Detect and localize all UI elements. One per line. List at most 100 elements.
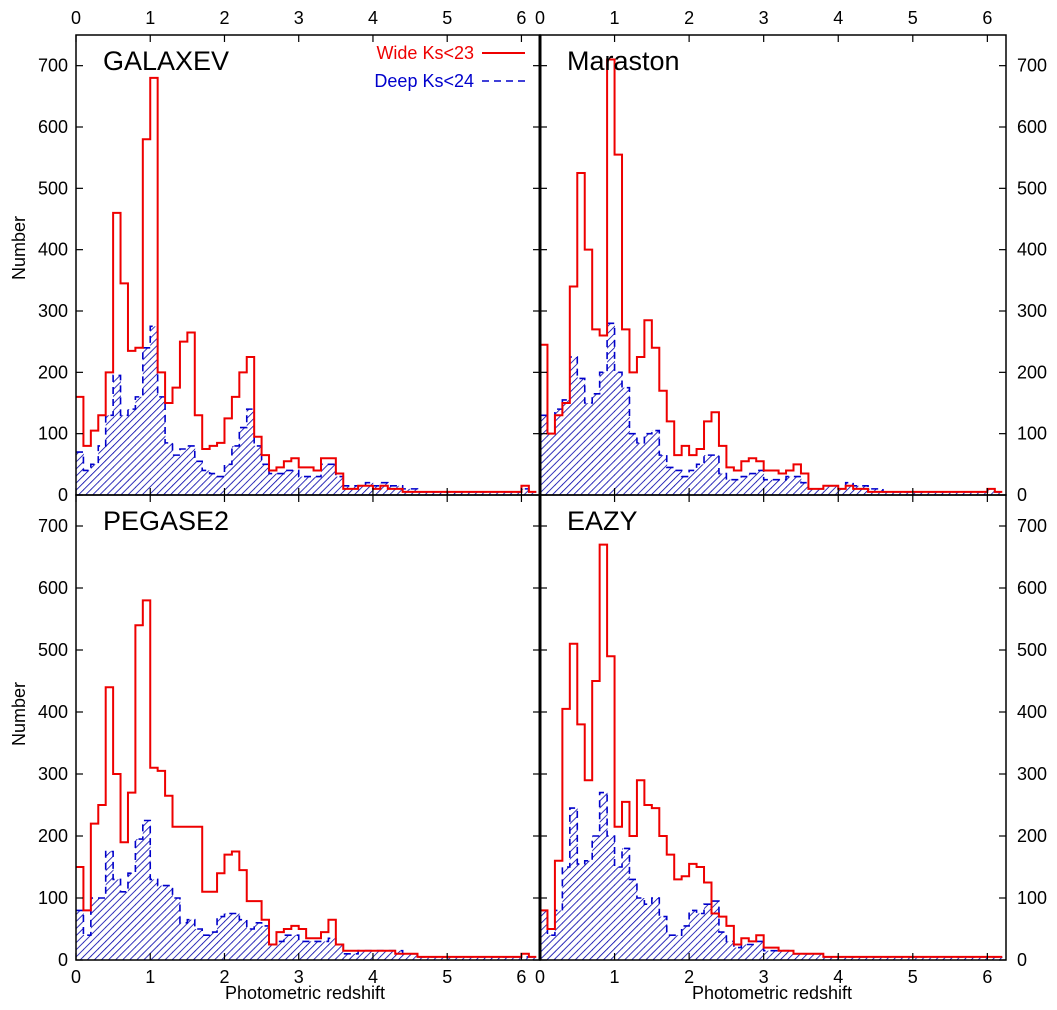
deep-bar: [763, 479, 772, 495]
deep-bar: [905, 956, 914, 960]
deep-bar: [476, 956, 485, 960]
x-tick-label: 3: [294, 8, 304, 28]
deep-bar: [815, 953, 824, 960]
deep-bar: [964, 956, 973, 960]
deep-bar: [569, 357, 578, 495]
x-tick-label: 3: [294, 967, 304, 987]
x-tick-label: 2: [219, 8, 229, 28]
deep-bar: [875, 956, 884, 960]
wide-series-line: [540, 58, 1003, 493]
deep-bar: [454, 491, 463, 495]
deep-bar: [927, 956, 936, 960]
deep-bar: [972, 491, 981, 495]
deep-bar: [224, 913, 233, 960]
x-tick-label: 2: [684, 8, 694, 28]
deep-bar: [231, 913, 240, 960]
deep-bar: [217, 476, 225, 495]
deep-bar: [343, 953, 352, 960]
deep-bar: [666, 467, 675, 495]
deep-bar: [540, 415, 548, 495]
y-tick-label: 300: [1017, 301, 1047, 321]
deep-bar: [335, 944, 344, 960]
deep-bar: [306, 476, 314, 495]
deep-bar: [462, 956, 470, 960]
deep-bar: [689, 470, 697, 495]
deep-bar: [629, 433, 638, 495]
x-tick-label: 6: [516, 967, 526, 987]
deep-bar: [187, 445, 196, 495]
deep-bar: [920, 956, 929, 960]
deep-bar: [506, 491, 515, 495]
x-tick-label: 1: [610, 8, 620, 28]
deep-bar: [808, 953, 817, 960]
x-tick-label: 1: [145, 8, 155, 28]
panel-bottom-right: 0 1 2 3 4 5 6 0 100 200 300 400 500 600 700 EAZY: [535, 494, 1047, 987]
deep-bar: [469, 956, 478, 960]
deep-bar: [957, 491, 966, 495]
deep-bar: [113, 375, 121, 495]
deep-bar: [778, 479, 787, 495]
deep-bar: [860, 956, 869, 960]
deep-series-line: [540, 322, 1003, 493]
deep-bar: [98, 445, 107, 495]
deep-bar: [994, 956, 1003, 960]
deep-bar: [269, 473, 277, 495]
y-tick-label: 200: [1017, 826, 1047, 846]
deep-bar: [76, 452, 84, 495]
deep-bar: [577, 378, 586, 495]
deep-bar: [105, 851, 114, 960]
deep-bar: [711, 455, 720, 495]
deep-bar: [987, 488, 996, 495]
deep-bar: [614, 867, 623, 960]
y-tick-label: 500: [1017, 640, 1047, 660]
y-tick-label: 600: [1017, 578, 1047, 598]
deep-bar: [432, 491, 441, 495]
deep-bar: [838, 488, 847, 495]
deep-bar: [808, 488, 817, 495]
deep-bar: [506, 956, 515, 960]
deep-bar: [607, 836, 615, 960]
deep-bar: [113, 879, 121, 960]
deep-bar: [387, 485, 396, 495]
deep-bar: [491, 956, 500, 960]
deep-bar: [528, 956, 537, 960]
deep-bar: [704, 904, 712, 960]
deep-bar: [261, 925, 270, 960]
deep-bar: [187, 919, 196, 960]
y-axis-title-bottom: Number: [9, 682, 29, 746]
x-tick-label: 5: [442, 967, 452, 987]
deep-bar: [704, 455, 712, 495]
y-tick-label: 300: [38, 764, 68, 784]
deep-bar: [614, 372, 623, 495]
deep-bar: [358, 950, 366, 960]
deep-bar: [681, 925, 690, 960]
deep-bar: [771, 950, 779, 960]
deep-bar: [733, 479, 742, 495]
deep-bar: [942, 491, 951, 495]
deep-bar: [395, 485, 404, 495]
deep-bar: [800, 482, 809, 495]
deep-bar: [402, 953, 411, 960]
deep-bar: [935, 956, 944, 960]
x-tick-label: 5: [442, 8, 452, 28]
deep-bar: [912, 956, 921, 960]
deep-bar: [179, 449, 188, 495]
deep-bar: [269, 944, 277, 960]
y-tick-label: 0: [1017, 950, 1027, 970]
deep-bar: [644, 433, 653, 495]
deep-bar: [224, 464, 233, 495]
deep-bar: [562, 867, 571, 960]
deep-bar: [718, 473, 727, 495]
y-tick-label: 0: [58, 485, 68, 505]
y-tick-label: 500: [1017, 178, 1047, 198]
wide-series-line: [76, 76, 537, 493]
x-tick-label: 3: [759, 8, 769, 28]
deep-bar: [987, 956, 996, 960]
y-tick-label: 700: [38, 516, 68, 536]
deep-bar: [350, 485, 359, 495]
deep-bar: [476, 491, 485, 495]
y-tick-label: 300: [1017, 764, 1047, 784]
deep-bar: [90, 464, 99, 495]
